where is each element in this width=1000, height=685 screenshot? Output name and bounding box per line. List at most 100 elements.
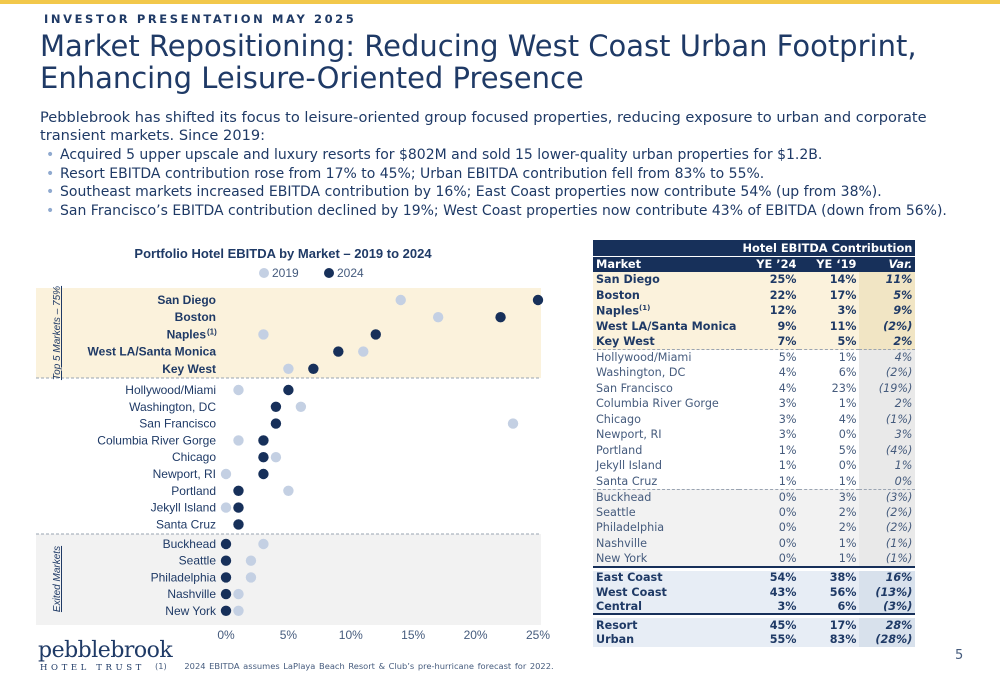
point-2024 bbox=[532, 294, 544, 306]
variance-cell: (2%) bbox=[859, 504, 916, 520]
point-2024 bbox=[308, 363, 319, 374]
legend-label-2024: 2024 bbox=[337, 266, 364, 280]
x-tick-label: 25% bbox=[526, 628, 550, 642]
variance-cell: (3%) bbox=[859, 599, 916, 614]
ye19-cell: 17% bbox=[799, 287, 860, 303]
ye19-cell: 23% bbox=[831, 381, 857, 395]
ye24-cell: 45% bbox=[739, 618, 800, 633]
ye19-cell: 1% bbox=[799, 551, 860, 567]
table-row: Santa Cruz 1% 1% 0% bbox=[593, 473, 916, 489]
category-label: San Francisco bbox=[139, 417, 216, 431]
point-2019 bbox=[283, 363, 294, 374]
footnote-superscript: (1) bbox=[639, 303, 651, 312]
ye24-cell: 7% bbox=[739, 334, 800, 350]
ye19-cell: 6% bbox=[799, 599, 860, 614]
table-row: Central 3% 6% (3%) bbox=[593, 599, 916, 614]
market-cell: Urban bbox=[593, 632, 740, 647]
footnote-text: 2024 EBITDA assumes LaPlaya Beach Resort… bbox=[184, 661, 554, 671]
category-superscript: (1) bbox=[207, 327, 217, 336]
market-cell: Nashville bbox=[593, 535, 740, 551]
ye19-cell: 1% bbox=[838, 474, 857, 488]
ye24-cell: 3% bbox=[778, 412, 797, 426]
table-section-divider bbox=[593, 565, 916, 571]
title-line-1: Market Repositioning: Reducing West Coas… bbox=[40, 29, 917, 63]
table-row: Philadelphia 0% 2% (2%) bbox=[593, 520, 916, 536]
point-2019 bbox=[233, 588, 244, 600]
legend-marker-2024 bbox=[324, 268, 334, 278]
variance-cell: 9% bbox=[859, 303, 916, 319]
table-section-divider bbox=[593, 613, 916, 618]
point-2019 bbox=[258, 329, 269, 340]
point-2024 bbox=[220, 572, 232, 583]
summary-bullets: Acquired 5 upper upscale and luxury reso… bbox=[46, 146, 986, 221]
ye24-cell: 12% bbox=[739, 303, 800, 319]
table-row: East Coast 54% 38% 16% bbox=[593, 570, 916, 585]
table-row: San Francisco 4% 23% (19%) bbox=[593, 380, 916, 396]
chart-title: Portfolio Hotel EBITDA by Market – 2019 … bbox=[134, 246, 432, 261]
variance-cell: (1%) bbox=[859, 551, 916, 567]
table-row: Columbia River Gorge 3% 1% 2% bbox=[593, 396, 916, 412]
ebitda-contribution-table: Hotel EBITDA Contribution Market YE ’24 … bbox=[593, 240, 916, 648]
column-header-ye24: YE ’24 bbox=[739, 255, 800, 272]
x-tick-label: 5% bbox=[280, 628, 298, 642]
bullet-item: Southeast markets increased EBITDA contr… bbox=[46, 183, 986, 202]
bullet-item: Acquired 5 upper upscale and luxury reso… bbox=[46, 146, 986, 165]
ye24-cell: 3% bbox=[778, 428, 797, 442]
table-row: Jekyll Island 1% 0% 1% bbox=[593, 458, 916, 474]
category-label: San Diego bbox=[157, 293, 216, 307]
market-cell: Washington, DC bbox=[596, 366, 686, 380]
table-body: San Diego 25% 14% 11% Boston 22% 17% 5% Naples(1… bbox=[593, 272, 916, 647]
point-2024 bbox=[333, 346, 344, 357]
footnote-marker: (1) bbox=[155, 661, 167, 671]
ye19-cell: 14% bbox=[799, 272, 860, 288]
point-2024 bbox=[270, 418, 282, 429]
market-cell: New York bbox=[593, 551, 740, 567]
bullet-item: Resort EBITDA contribution rose from 17%… bbox=[46, 165, 986, 184]
ye24-cell: 54% bbox=[739, 570, 800, 585]
table-header-spacer bbox=[593, 240, 740, 256]
market-cell: Seattle bbox=[593, 504, 740, 520]
market-cell: East Coast bbox=[593, 570, 740, 585]
table-row: Seattle 0% 2% (2%) bbox=[593, 504, 916, 520]
variance-cell: (4%) bbox=[859, 442, 916, 458]
variance-cell: 4% bbox=[859, 349, 916, 365]
table-row: New York 0% 1% (1%) bbox=[593, 551, 916, 567]
ye19-cell: 17% bbox=[799, 618, 860, 633]
point-2019 bbox=[233, 605, 244, 616]
ye19-cell: 11% bbox=[799, 318, 860, 334]
ye19-cell: 38% bbox=[799, 570, 860, 585]
table-row: Portland 1% 5% (4%) bbox=[593, 442, 916, 458]
point-2024 bbox=[233, 519, 244, 530]
point-2019 bbox=[245, 555, 257, 566]
ye19-cell: 83% bbox=[799, 632, 860, 647]
ye24-cell: 0% bbox=[739, 535, 800, 551]
point-2019 bbox=[258, 538, 269, 550]
point-2024 bbox=[220, 538, 232, 550]
point-2024 bbox=[258, 452, 269, 463]
category-label: Key West bbox=[162, 362, 216, 376]
variance-cell: 5% bbox=[859, 287, 916, 303]
exited-markets-band bbox=[36, 534, 541, 625]
market-cell: Boston bbox=[593, 287, 740, 303]
ye24-cell: 1% bbox=[778, 459, 797, 473]
ye19-cell: 2% bbox=[799, 520, 860, 536]
ye19-cell: 2% bbox=[799, 504, 860, 520]
ye24-cell: 22% bbox=[739, 287, 800, 303]
category-label: Boston bbox=[175, 310, 216, 324]
title-line-2: Enhancing Leisure-Oriented Presence bbox=[40, 61, 584, 95]
legend-marker-2019 bbox=[259, 268, 269, 278]
category-label: Buckhead bbox=[163, 537, 216, 551]
category-label: New York bbox=[165, 604, 217, 618]
point-2024 bbox=[233, 485, 244, 496]
variance-cell: (28%) bbox=[859, 632, 916, 647]
category-label: Hollywood/Miami bbox=[125, 383, 216, 397]
point-2024 bbox=[258, 468, 269, 480]
point-2019 bbox=[245, 572, 257, 583]
variance-cell: 1% bbox=[859, 458, 916, 474]
table-row: Nashville 0% 1% (1%) bbox=[593, 535, 916, 551]
market-cell: Key West bbox=[593, 334, 740, 350]
x-tick-label: 15% bbox=[401, 628, 425, 642]
category-label: Newport, RI bbox=[153, 467, 216, 481]
ye24-cell: 3% bbox=[739, 599, 800, 614]
category-label: Santa Cruz bbox=[156, 517, 216, 531]
